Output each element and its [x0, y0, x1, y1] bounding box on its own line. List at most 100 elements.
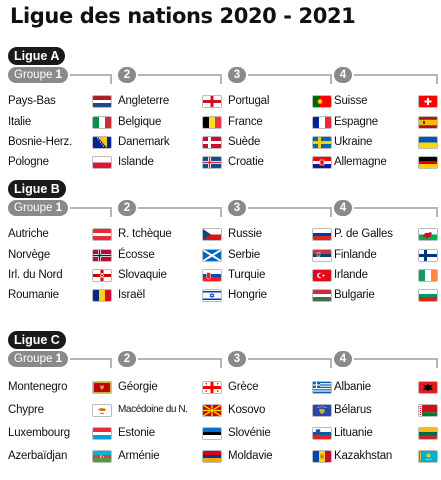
country-name: Turquie	[228, 269, 266, 281]
country-name: Croatie	[228, 156, 264, 168]
group-label-text: Groupe	[14, 202, 53, 214]
league-label: Ligue C	[8, 331, 66, 349]
country-name: Israël	[118, 289, 145, 301]
group-divider-end	[330, 74, 332, 84]
country-row: Portugal	[228, 93, 332, 109]
country-row: Irl. du Nord	[8, 267, 112, 283]
country-row: Grèce	[228, 379, 332, 395]
belgium-flag-icon	[202, 116, 222, 129]
country-name: Ukraine	[334, 136, 373, 148]
country-name: Russie	[228, 228, 262, 240]
group-number: 3	[228, 351, 246, 367]
league-section: Ligue A Groupe 1 Pays-Bas Italie Bosnie-Herz…	[8, 47, 438, 187]
country-name: Macédoine du N.	[118, 404, 188, 415]
country-row: Luxembourg	[8, 425, 112, 441]
group-header: 3	[228, 67, 332, 84]
group-number: 1	[55, 353, 62, 365]
country-row: Israël	[118, 287, 222, 303]
montenegro-flag-icon	[92, 381, 112, 394]
country-row: Montenegro	[8, 379, 112, 395]
cyprus-flag-icon	[92, 404, 112, 417]
country-name: Montenegro	[8, 381, 68, 393]
group-column: 4 Suisse Espagne Ukraine Allemagne	[334, 67, 438, 192]
group-column: Groupe 1 Montenegro Chypre Luxembourg Azerba…	[8, 351, 112, 476]
denmark-flag-icon	[202, 136, 222, 149]
country-row: Slovénie	[228, 425, 332, 441]
group-header: 2	[118, 200, 222, 217]
country-name: Danemark	[118, 136, 170, 148]
group-number: 1	[55, 69, 62, 81]
country-name: Roumanie	[8, 289, 59, 301]
switzerland-flag-icon	[418, 95, 438, 108]
country-row: Hongrie	[228, 287, 332, 303]
country-row: Italie	[8, 114, 112, 130]
country-row: Bulgarie	[334, 287, 438, 303]
country-name: Slovénie	[228, 427, 271, 439]
country-row: Macédoine du N.	[118, 402, 222, 418]
country-name: Chypre	[8, 404, 44, 416]
country-name: France	[228, 116, 263, 128]
bosnia-flag-icon	[92, 136, 112, 149]
group-column: 4 P. de Galles Finlande Irlande Bulgarie	[334, 200, 438, 325]
group-divider	[70, 358, 112, 360]
country-row: Danemark	[118, 134, 222, 150]
kosovo-flag-icon	[312, 404, 332, 417]
netherlands-flag-icon	[92, 95, 112, 108]
country-row: Albanie	[334, 379, 438, 395]
country-name: Kosovo	[228, 404, 266, 416]
country-name: Lituanie	[334, 427, 373, 439]
country-name: Bosnie-Herz.	[8, 136, 73, 148]
country-name: Suède	[228, 136, 261, 148]
group-divider	[138, 74, 222, 76]
country-row: R. tchèque	[118, 226, 222, 242]
group-column: Groupe 1 Pays-Bas Italie Bosnie-Herz. Pologn…	[8, 67, 112, 192]
country-name: Grèce	[228, 381, 259, 393]
country-row: Islande	[118, 154, 222, 170]
estonia-flag-icon	[202, 427, 222, 440]
group-divider	[354, 207, 438, 209]
country-row: Arménie	[118, 448, 222, 464]
group-column: Groupe 1 Autriche Norvège Irl. du Nord Rouma…	[8, 200, 112, 325]
country-row: Roumanie	[8, 287, 112, 303]
group-column: 2 Géorgie Macédoine du N. Estonie Arménie	[118, 351, 222, 476]
country-name: Estonie	[118, 427, 155, 439]
group-header: 4	[334, 200, 438, 217]
luxembourg-flag-icon	[92, 427, 112, 440]
russia-flag-icon	[312, 228, 332, 241]
country-name: Kazakhstan	[334, 450, 393, 462]
group-column: 2 R. tchèque Écosse Slovaquie Israël	[118, 200, 222, 325]
country-name: Arménie	[118, 450, 160, 462]
northern-ireland-flag-icon	[92, 269, 112, 282]
group-divider-end	[436, 74, 438, 84]
country-row: Russie	[228, 226, 332, 242]
country-row: Kosovo	[228, 402, 332, 418]
group-label: Groupe 1	[8, 67, 68, 83]
country-name: Angleterre	[118, 95, 170, 107]
group-column: 4 Albanie Bélarus Lituanie Kazakhstan	[334, 351, 438, 476]
group-number: 1	[55, 202, 62, 214]
group-divider	[138, 207, 222, 209]
country-name: Écosse	[118, 249, 155, 261]
country-row: Écosse	[118, 247, 222, 263]
group-divider	[138, 358, 222, 360]
country-name: Allemagne	[334, 156, 387, 168]
country-row: Irlande	[334, 267, 438, 283]
group-divider	[70, 74, 112, 76]
country-row: Chypre	[8, 402, 112, 418]
group-divider-end	[220, 358, 222, 368]
sweden-flag-icon	[312, 136, 332, 149]
country-row: Ukraine	[334, 134, 438, 150]
country-name: Irlande	[334, 269, 368, 281]
group-header: Groupe 1	[8, 200, 112, 217]
group-label: Groupe 1	[8, 351, 68, 367]
country-row: P. de Galles	[334, 226, 438, 242]
kazakhstan-flag-icon	[418, 450, 438, 463]
group-divider	[248, 207, 332, 209]
country-row: Serbie	[228, 247, 332, 263]
country-name: Pologne	[8, 156, 49, 168]
country-name: Hongrie	[228, 289, 267, 301]
group-divider-end	[110, 74, 112, 84]
slovenia-flag-icon	[312, 427, 332, 440]
country-row: Lituanie	[334, 425, 438, 441]
country-row: Azerbaïdjan	[8, 448, 112, 464]
